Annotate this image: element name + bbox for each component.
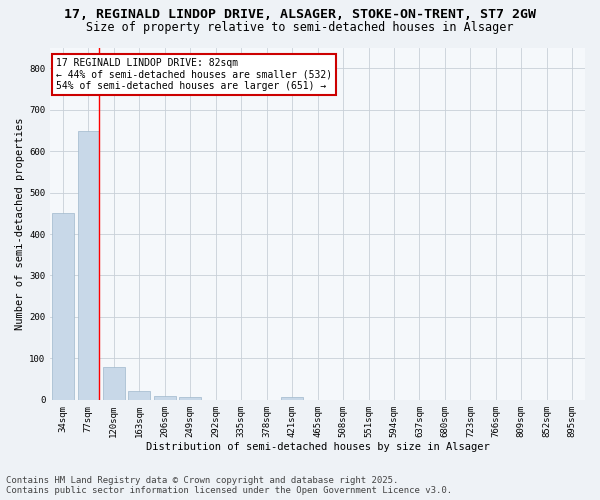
Text: Contains HM Land Registry data © Crown copyright and database right 2025.
Contai: Contains HM Land Registry data © Crown c… [6, 476, 452, 495]
Bar [77, 131, 99, 400]
Y-axis label: Number of semi-detached properties: Number of semi-detached properties [15, 118, 25, 330]
Bar [281, 397, 303, 400]
Bar [52, 214, 74, 400]
Bar [179, 397, 201, 400]
X-axis label: Distribution of semi-detached houses by size in Alsager: Distribution of semi-detached houses by … [146, 442, 490, 452]
Text: 17, REGINALD LINDOP DRIVE, ALSAGER, STOKE-ON-TRENT, ST7 2GW: 17, REGINALD LINDOP DRIVE, ALSAGER, STOK… [64, 8, 536, 20]
Bar [103, 366, 125, 400]
Text: Size of property relative to semi-detached houses in Alsager: Size of property relative to semi-detach… [86, 21, 514, 34]
Text: 17 REGINALD LINDOP DRIVE: 82sqm
← 44% of semi-detached houses are smaller (532)
: 17 REGINALD LINDOP DRIVE: 82sqm ← 44% of… [56, 58, 332, 92]
Bar [128, 390, 150, 400]
Bar [154, 396, 176, 400]
